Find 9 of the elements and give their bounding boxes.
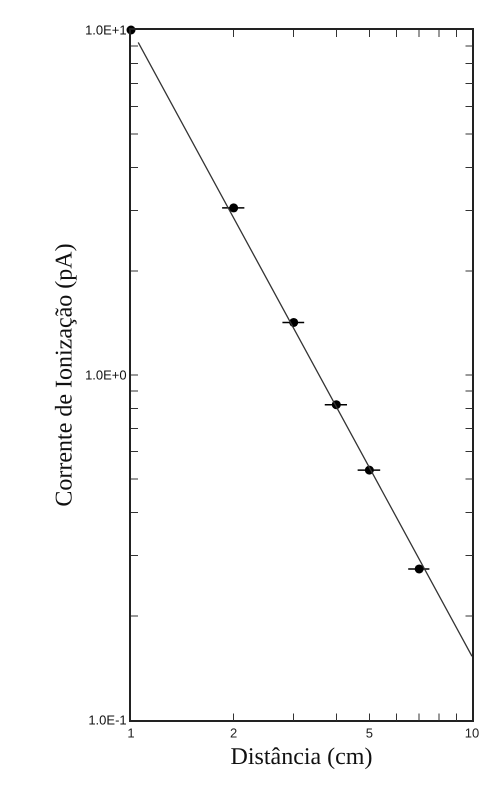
- y-axis-title: Corrente de Ionização (pA): [52, 243, 78, 507]
- x-tick-label: 2: [230, 725, 238, 740]
- y-tick-label: 1.0E+0: [85, 368, 127, 383]
- x-tick-label: 1: [127, 725, 135, 740]
- y-tick-label: 1.0E-1: [88, 712, 127, 728]
- y-tick-label: 1.0E+1: [85, 22, 127, 38]
- x-axis-title: Distância (cm): [230, 744, 372, 770]
- x-tick-label: 10: [464, 725, 480, 740]
- x-tick-label: 5: [366, 725, 373, 740]
